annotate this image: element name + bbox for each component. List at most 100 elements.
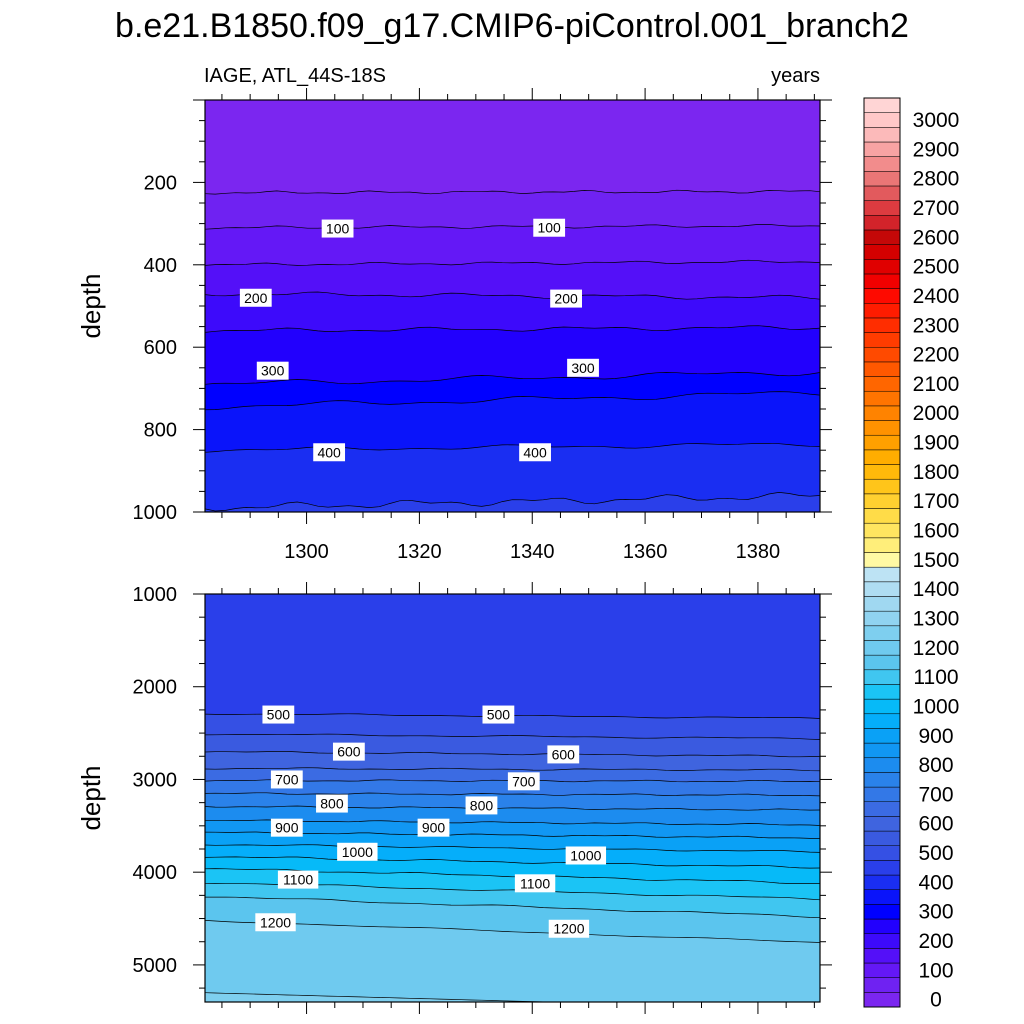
contour-band [205,920,820,1002]
colorbar-box [863,640,901,656]
colorbar-box [863,405,901,421]
colorbar-tick-label: 400 [918,871,953,894]
contour-label: 500 [482,705,515,724]
colorbar-box [863,654,901,671]
x-tick-label: 1360 [623,541,668,563]
colorbar-box [863,112,901,128]
contour-line [205,844,820,853]
contour-label: 600 [332,742,365,761]
colorbar-box [863,801,901,817]
y-tick-label: 400 [144,255,177,277]
contour-label-text: 700 [512,773,536,789]
contour-label-text: 900 [422,820,446,836]
colorbar: 0 100 200 300 400 500 600 700 800 900 1000 1100 1200… [863,97,960,1012]
right-subtitle: years [771,65,820,87]
contour-label-text: 700 [275,771,299,787]
colorbar-box [863,772,901,788]
colorbar-tick-label: 2400 [913,285,960,308]
colorbar-box [863,332,901,348]
contour-line [205,767,820,772]
colorbar-box [863,845,901,861]
y-tick-label: 1000 [133,584,178,606]
colorbar-box [863,361,901,377]
contour-label-text: 800 [470,797,494,813]
colorbar-box [863,962,901,978]
contour-band [205,492,820,512]
upper-panel: 100 100 200 200 300 300 400 400 1300 1320 1340 1360… [76,88,832,563]
colorbar-box [863,478,901,495]
colorbar-box [863,273,901,289]
contour-line [205,992,559,1002]
contour-label: 900 [417,818,450,837]
colorbar-tick-label: 2500 [913,256,960,279]
colorbar-box [863,141,901,157]
colorbar-box [863,728,901,744]
colorbar-tick-label: 500 [918,842,953,865]
contour-label: 400 [519,443,551,462]
colorbar-box [863,596,901,612]
colorbar-tick-label: 900 [918,725,953,748]
colorbar-box [863,493,901,509]
colorbar-tick-label: 1500 [913,549,960,572]
colorbar-box [863,200,901,216]
colorbar-tick-label: 2700 [913,197,960,220]
colorbar-box [863,684,901,700]
colorbar-box [863,346,901,363]
figure-title: b.e21.B1850.f09_g17.CMIP6-piControl.001_… [115,7,909,45]
contour-line [205,896,820,919]
colorbar-box [863,904,901,920]
colorbar-tick-label: 2000 [913,402,960,425]
contour-label-text: 1200 [260,914,291,930]
colorbar-tick-label: 800 [918,754,953,777]
lower-panel: 500 500 600 600 700 700 800 800 900 900 1000 1000 11… [76,582,832,1014]
colorbar-box [863,860,901,876]
contour-line [205,372,820,385]
contour-line [205,920,820,943]
colorbar-box [863,610,901,627]
y-tick-label: 4000 [133,862,178,884]
y-tick-label: 200 [144,172,177,194]
colorbar-tick-label: 1800 [913,461,960,484]
contour-label: 500 [262,705,295,724]
colorbar-tick-label: 0 [930,989,942,1012]
contour-label: 600 [547,745,580,764]
colorbar-tick-label: 1100 [913,666,958,689]
contour-label: 1100 [277,870,319,889]
colorbar-box [863,420,901,436]
y-tick-label: 5000 [133,955,178,977]
contour-label-text: 900 [275,820,299,836]
y-axis-label: depth [76,765,106,830]
colorbar-tick-label: 300 [918,901,953,924]
contour-label: 1200 [255,913,296,932]
colorbar-box [863,229,901,245]
contour-line [205,733,820,740]
colorbar-tick-label: 2300 [913,314,960,337]
colorbar-box [863,449,901,465]
contour-label: 400 [313,443,346,462]
colorbar-box [863,434,901,451]
colorbar-box [863,786,901,802]
colorbar-box [863,698,901,715]
colorbar-tick-label: 1200 [913,637,960,660]
contour-label-text: 400 [317,444,341,460]
contour-line [205,325,820,333]
y-tick-label: 800 [144,420,177,442]
colorbar-box [863,127,901,143]
colorbar-box [863,376,901,392]
contour-label-text: 300 [261,363,285,379]
colorbar-box [863,317,901,333]
colorbar-box [863,97,901,113]
contour-line [205,189,820,195]
contour-label: 300 [567,358,599,377]
contour-line [205,805,820,811]
contour-label: 200 [239,288,272,307]
colorbar-tick-label: 100 [918,959,953,982]
contour-label: 200 [550,289,583,308]
colorbar-box [863,552,901,568]
colorbar-box [863,918,901,934]
contour-label-text: 200 [554,291,578,307]
colorbar-box [863,537,901,553]
y-tick-label: 600 [144,337,177,359]
colorbar-box [863,171,901,187]
colorbar-box [863,992,901,1008]
